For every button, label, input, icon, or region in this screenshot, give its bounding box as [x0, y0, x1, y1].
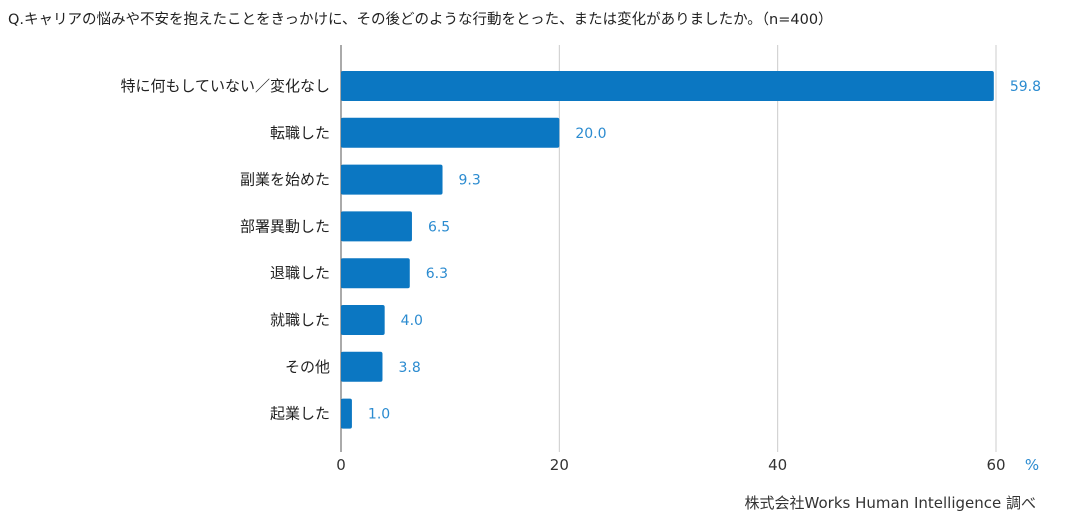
category-label: 転職した: [270, 124, 330, 142]
x-tick-label: 60: [986, 456, 1005, 474]
bar: [341, 71, 994, 101]
chart-title: Q.キャリアの悩みや不安を抱えたことをきっかけに、その後どのような行動をとった、…: [8, 12, 833, 28]
bar: [341, 398, 352, 429]
data-label: 3.8: [398, 360, 420, 376]
category-label: 部署異動した: [240, 217, 330, 235]
data-label: 1.0: [368, 407, 390, 423]
source-note: 株式会社Works Human Intelligence 調べ: [744, 494, 1036, 512]
data-label: 4.0: [401, 313, 423, 329]
data-label: 6.5: [428, 219, 450, 235]
bar: [341, 164, 443, 195]
category-label: 副業を始めた: [240, 171, 330, 189]
data-label: 6.3: [426, 266, 448, 282]
x-unit-label: %: [1025, 456, 1039, 474]
bar: [341, 351, 383, 382]
data-label: 20.0: [575, 126, 606, 142]
data-label: 9.3: [459, 173, 481, 189]
bar: [341, 117, 560, 148]
category-label: 就職した: [270, 311, 330, 329]
category-label: 特に何もしていない／変化なし: [120, 77, 330, 95]
x-tick-label: 0: [336, 456, 346, 474]
data-label: 59.8: [1010, 79, 1041, 95]
bar: [341, 258, 410, 289]
category-label: その他: [285, 358, 330, 376]
category-label: 退職した: [270, 264, 330, 282]
bar: [341, 211, 412, 242]
x-tick-label: 20: [550, 456, 569, 474]
category-label: 起業した: [270, 405, 330, 423]
x-tick-label: 40: [768, 456, 787, 474]
bar: [341, 305, 385, 335]
